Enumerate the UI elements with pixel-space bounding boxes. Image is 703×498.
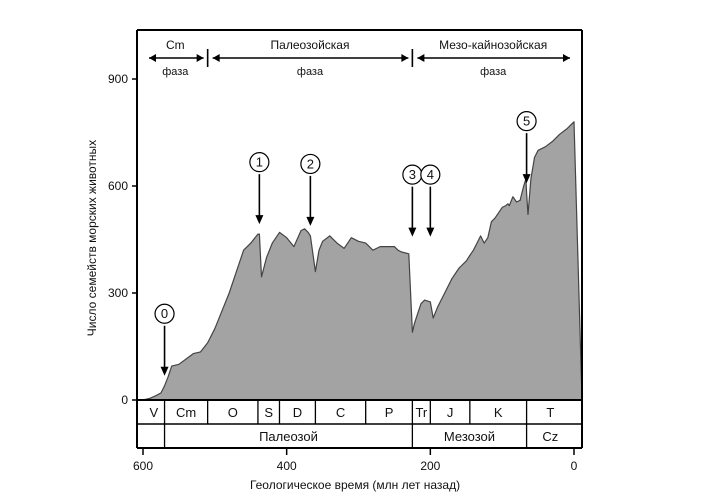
- event-marker-label: 3: [409, 167, 416, 182]
- period-label: D: [293, 405, 302, 420]
- event-marker-label: 4: [427, 167, 434, 182]
- period-label: O: [228, 405, 238, 420]
- y-axis-label: Число семейств морских животных: [85, 140, 99, 336]
- period-label: K: [494, 405, 503, 420]
- x-tick-label: 200: [420, 459, 440, 473]
- event-marker-circle: [154, 303, 175, 324]
- event-arrow-head: [255, 215, 264, 225]
- phase-label: Палеозойская: [271, 38, 350, 52]
- period-label: T: [546, 405, 554, 420]
- event-marker-circle: [300, 153, 321, 175]
- x-tick-label: 400: [277, 459, 297, 473]
- period-label: J: [447, 405, 454, 420]
- x-tick-label: 600: [133, 459, 153, 473]
- phase-sub-label: фаза: [480, 66, 507, 78]
- phase-arrow-head-right: [196, 54, 204, 62]
- event-arrow-head: [160, 366, 169, 376]
- era-label: Мезозой: [444, 429, 495, 444]
- phase-arrow-head-left: [149, 54, 156, 62]
- phase-arrow-head-right: [401, 54, 409, 62]
- period-label: Cm: [176, 405, 196, 420]
- phase-label: Cm: [166, 38, 185, 52]
- x-tick-label: 0: [571, 459, 578, 473]
- event-marker-label: 2: [307, 156, 314, 171]
- period-label: C: [336, 405, 345, 420]
- event-arrow-head: [522, 174, 531, 184]
- period-label: S: [264, 405, 273, 420]
- event-arrow-head: [306, 216, 315, 226]
- y-tick-label: 300: [108, 286, 128, 300]
- event-marker-label: 1: [256, 155, 263, 170]
- era-label: Палеозой: [259, 429, 318, 444]
- phase-label: Мезо-кайнозойская: [439, 38, 547, 52]
- y-tick-label: 0: [121, 393, 128, 407]
- event-marker-circle: [420, 164, 441, 185]
- phase-sub-label: фаза: [162, 66, 189, 78]
- event-marker-label: 0: [161, 306, 168, 321]
- event-marker-circle: [249, 152, 270, 173]
- era-label: Cz: [542, 429, 558, 444]
- period-label: V: [149, 405, 158, 420]
- phase-sub-label: фаза: [297, 66, 324, 78]
- event-marker-circle: [516, 111, 537, 132]
- period-label: P: [385, 405, 394, 420]
- event-arrow-head: [426, 227, 435, 237]
- period-label: Tr: [415, 405, 427, 420]
- event-marker-label: 5: [523, 114, 530, 129]
- phase-arrow-head-left: [417, 54, 425, 62]
- phase-arrow-head-right: [563, 54, 570, 62]
- x-axis-label: Геологическое время (млн лет назад): [250, 478, 460, 492]
- y-tick-label: 600: [108, 179, 128, 193]
- diversity-area: [136, 121, 583, 401]
- event-arrow-head: [408, 227, 417, 237]
- y-tick-label: 900: [108, 72, 128, 86]
- phase-arrow-head-left: [212, 54, 220, 62]
